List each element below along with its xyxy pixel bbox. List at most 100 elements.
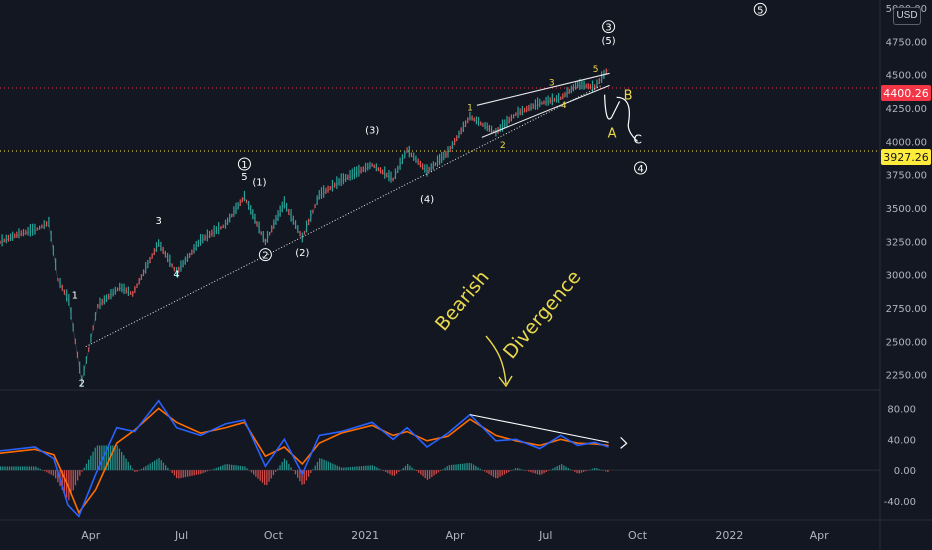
macd-histogram-bar[interactable] (576, 470, 578, 474)
trendline[interactable] (481, 84, 610, 138)
macd-histogram-bar[interactable] (506, 470, 508, 474)
macd-histogram-bar[interactable] (594, 467, 596, 471)
macd-histogram-bar[interactable] (63, 470, 66, 494)
macd-histogram-bar[interactable] (180, 470, 182, 479)
macd-histogram-bar[interactable] (138, 470, 140, 471)
macd-histogram-bar[interactable] (327, 461, 330, 471)
macd-histogram-bar[interactable] (481, 470, 484, 471)
macd-histogram-bar[interactable] (528, 470, 530, 472)
macd-histogram-bar[interactable] (314, 465, 316, 471)
macd-histogram-bar[interactable] (226, 464, 228, 471)
price-axis[interactable]: 2250.00 2500.00 2750.00 3000.00 3250.00 3500.… (886, 4, 927, 382)
macd-histogram-bar[interactable] (266, 470, 268, 486)
macd-histogram-bar[interactable] (380, 469, 382, 471)
macd-histogram-bar[interactable] (345, 467, 347, 471)
macd-histogram-bar[interactable] (13, 466, 15, 471)
macd-histogram-bar[interactable] (543, 470, 545, 474)
macd-histogram-bar[interactable] (206, 470, 209, 472)
macd-histogram-bar[interactable] (228, 464, 231, 471)
macd-histogram-bar[interactable] (413, 469, 415, 471)
macd-histogram-bar[interactable] (244, 466, 246, 471)
macd-histogram-bar[interactable] (114, 445, 116, 471)
macd-histogram-bar[interactable] (400, 469, 402, 471)
macd-histogram-bar[interactable] (132, 468, 134, 471)
macd-histogram-bar[interactable] (589, 469, 591, 471)
macd-histogram-bar[interactable] (519, 468, 521, 471)
macd-histogram-bar[interactable] (202, 470, 204, 474)
macd-histogram-bar[interactable] (103, 445, 105, 471)
macd-histogram-bar[interactable] (398, 470, 400, 472)
trendlines[interactable] (85, 72, 610, 348)
macd-histogram-bar[interactable] (572, 470, 574, 471)
macd-histogram-bar[interactable] (448, 465, 451, 471)
macd-histogram-bar[interactable] (499, 470, 501, 477)
macd-histogram-bar[interactable] (301, 470, 303, 485)
macd-histogram-bar[interactable] (85, 463, 88, 471)
macd-histogram-bar[interactable] (48, 470, 50, 474)
signal-line[interactable] (0, 407, 609, 515)
macd-histogram-bar[interactable] (404, 465, 407, 471)
macd-histogram-bar[interactable] (536, 470, 539, 475)
macd-histogram-bar[interactable] (182, 470, 184, 478)
macd-histogram-bar[interactable] (347, 467, 349, 471)
macd-histogram-bar[interactable] (169, 470, 171, 471)
macd-histogram-bar[interactable] (151, 462, 154, 471)
macd-histogram-bar[interactable] (308, 470, 310, 477)
macd-histogram-bar[interactable] (292, 470, 294, 471)
macd-histogram-bar[interactable] (363, 465, 365, 471)
macd-histogram-bar[interactable] (94, 447, 96, 471)
macd-histogram-bar[interactable] (17, 466, 19, 471)
macd-histogram-bar[interactable] (268, 470, 270, 482)
macd-histogram-bar[interactable] (286, 460, 288, 471)
macd-histogram-bar[interactable] (55, 470, 57, 479)
trendline[interactable] (85, 84, 602, 348)
macd-histogram-bar[interactable] (545, 470, 547, 473)
macd-histogram-bar[interactable] (336, 465, 338, 471)
macd-histogram-bar[interactable] (341, 467, 343, 471)
macd-histogram-bar[interactable] (530, 470, 532, 473)
macd-panel[interactable] (0, 399, 880, 518)
macd-histogram-bar[interactable] (303, 470, 305, 485)
macd-histogram-bar[interactable] (99, 445, 101, 471)
macd-histogram-bar[interactable] (552, 468, 554, 471)
macd-histogram-bar[interactable] (35, 466, 37, 471)
macd-histogram-bar[interactable] (354, 466, 356, 471)
macd-histogram-bar[interactable] (275, 470, 277, 472)
macd-histogram-bar[interactable] (596, 468, 598, 471)
macd-histogram-bar[interactable] (512, 469, 514, 471)
macd-histogram-bar[interactable] (149, 463, 151, 471)
macd-histogram-bar[interactable] (484, 470, 486, 472)
macd-histogram-bar[interactable] (424, 470, 426, 479)
macd-histogram-bar[interactable] (387, 470, 389, 474)
macd-histogram-bar[interactable] (605, 470, 607, 472)
macd-histogram-bar[interactable] (369, 465, 371, 471)
macd-histogram-bar[interactable] (112, 445, 114, 471)
macd-histogram-bar[interactable] (176, 470, 178, 479)
macd-histogram-bar[interactable] (297, 470, 299, 478)
macd-histogram-bar[interactable] (33, 466, 35, 471)
macd-histogram-bar[interactable] (382, 470, 385, 471)
macd-histogram-bar[interactable] (118, 448, 121, 471)
macd-histogram-bar[interactable] (420, 470, 422, 475)
macd-histogram-bar[interactable] (310, 470, 312, 474)
macd-histogram-bar[interactable] (77, 470, 79, 481)
macd-histogram-bar[interactable] (422, 470, 424, 477)
macd-histogram-bar[interactable] (264, 470, 266, 485)
macd-histogram-bar[interactable] (167, 467, 169, 471)
macd-histogram-bar[interactable] (437, 470, 440, 473)
macd-histogram-bar[interactable] (191, 470, 193, 476)
macd-histogram-bar[interactable] (253, 470, 255, 475)
macd-histogram-bar[interactable] (160, 460, 162, 471)
macd-histogram-bar[interactable] (4, 466, 6, 471)
macd-histogram-bar[interactable] (299, 470, 301, 482)
macd-histogram-bar[interactable] (0, 466, 2, 471)
macd-histogram-bar[interactable] (567, 467, 569, 471)
macd-histogram-bar[interactable] (83, 467, 85, 471)
divergence-line[interactable] (469, 414, 609, 443)
macd-histogram-bar[interactable] (272, 470, 275, 476)
macd-histogram-bar[interactable] (565, 466, 567, 471)
macd-histogram-bar[interactable] (96, 445, 99, 471)
macd-histogram-bar[interactable] (116, 445, 118, 471)
macd-histogram-bar[interactable] (325, 460, 327, 471)
